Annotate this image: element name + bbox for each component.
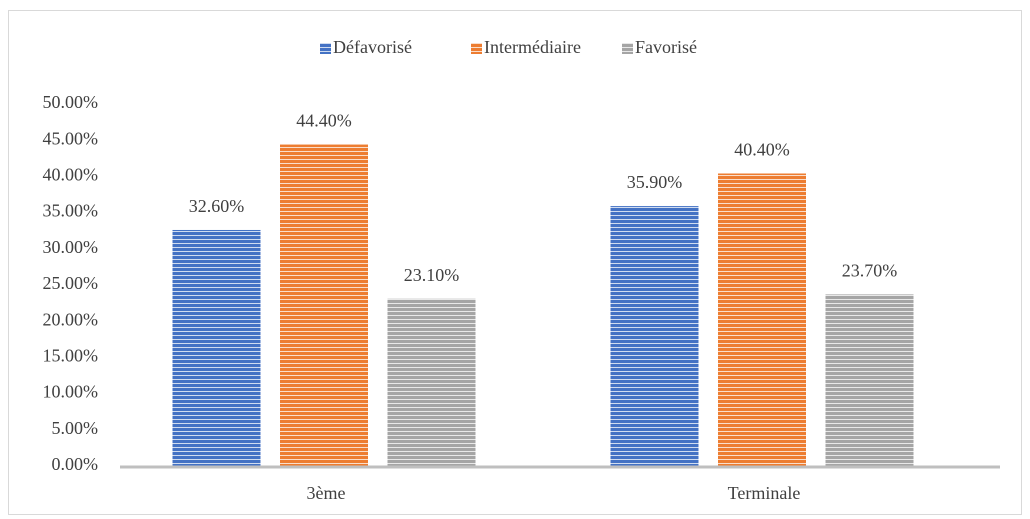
x-tick-label: 3ème (307, 483, 346, 503)
value-label: 23.70% (842, 261, 898, 281)
value-label: 32.60% (189, 196, 245, 216)
bar (718, 173, 806, 466)
value-label: 23.10% (404, 265, 460, 285)
y-tick-label: 15.00% (43, 346, 99, 366)
y-tick-label: 50.00% (43, 92, 99, 112)
legend-label: Défavorisé (333, 37, 412, 57)
legend-swatch (471, 43, 482, 54)
value-label: 44.40% (296, 111, 352, 131)
bar (825, 294, 914, 466)
y-tick-label: 30.00% (43, 237, 99, 257)
bar (610, 206, 699, 467)
bar (387, 298, 476, 466)
value-label: 35.90% (627, 172, 683, 192)
y-tick-label: 10.00% (43, 382, 99, 402)
legend-swatch (320, 43, 331, 54)
legend-swatch (622, 43, 633, 54)
y-tick-label: 5.00% (52, 418, 99, 438)
value-label: 40.40% (734, 140, 790, 160)
y-tick-label: 45.00% (43, 128, 99, 148)
legend-label: Intermédiaire (484, 37, 581, 57)
y-tick-label: 20.00% (43, 309, 99, 329)
y-tick-label: 40.00% (43, 165, 99, 185)
x-tick-label: Terminale (728, 483, 801, 503)
legend-label: Favorisé (635, 37, 697, 57)
bar (280, 144, 368, 466)
bar (172, 229, 261, 466)
y-tick-label: 0.00% (52, 454, 99, 474)
y-tick-label: 25.00% (43, 273, 99, 293)
y-tick-label: 35.00% (43, 201, 99, 221)
